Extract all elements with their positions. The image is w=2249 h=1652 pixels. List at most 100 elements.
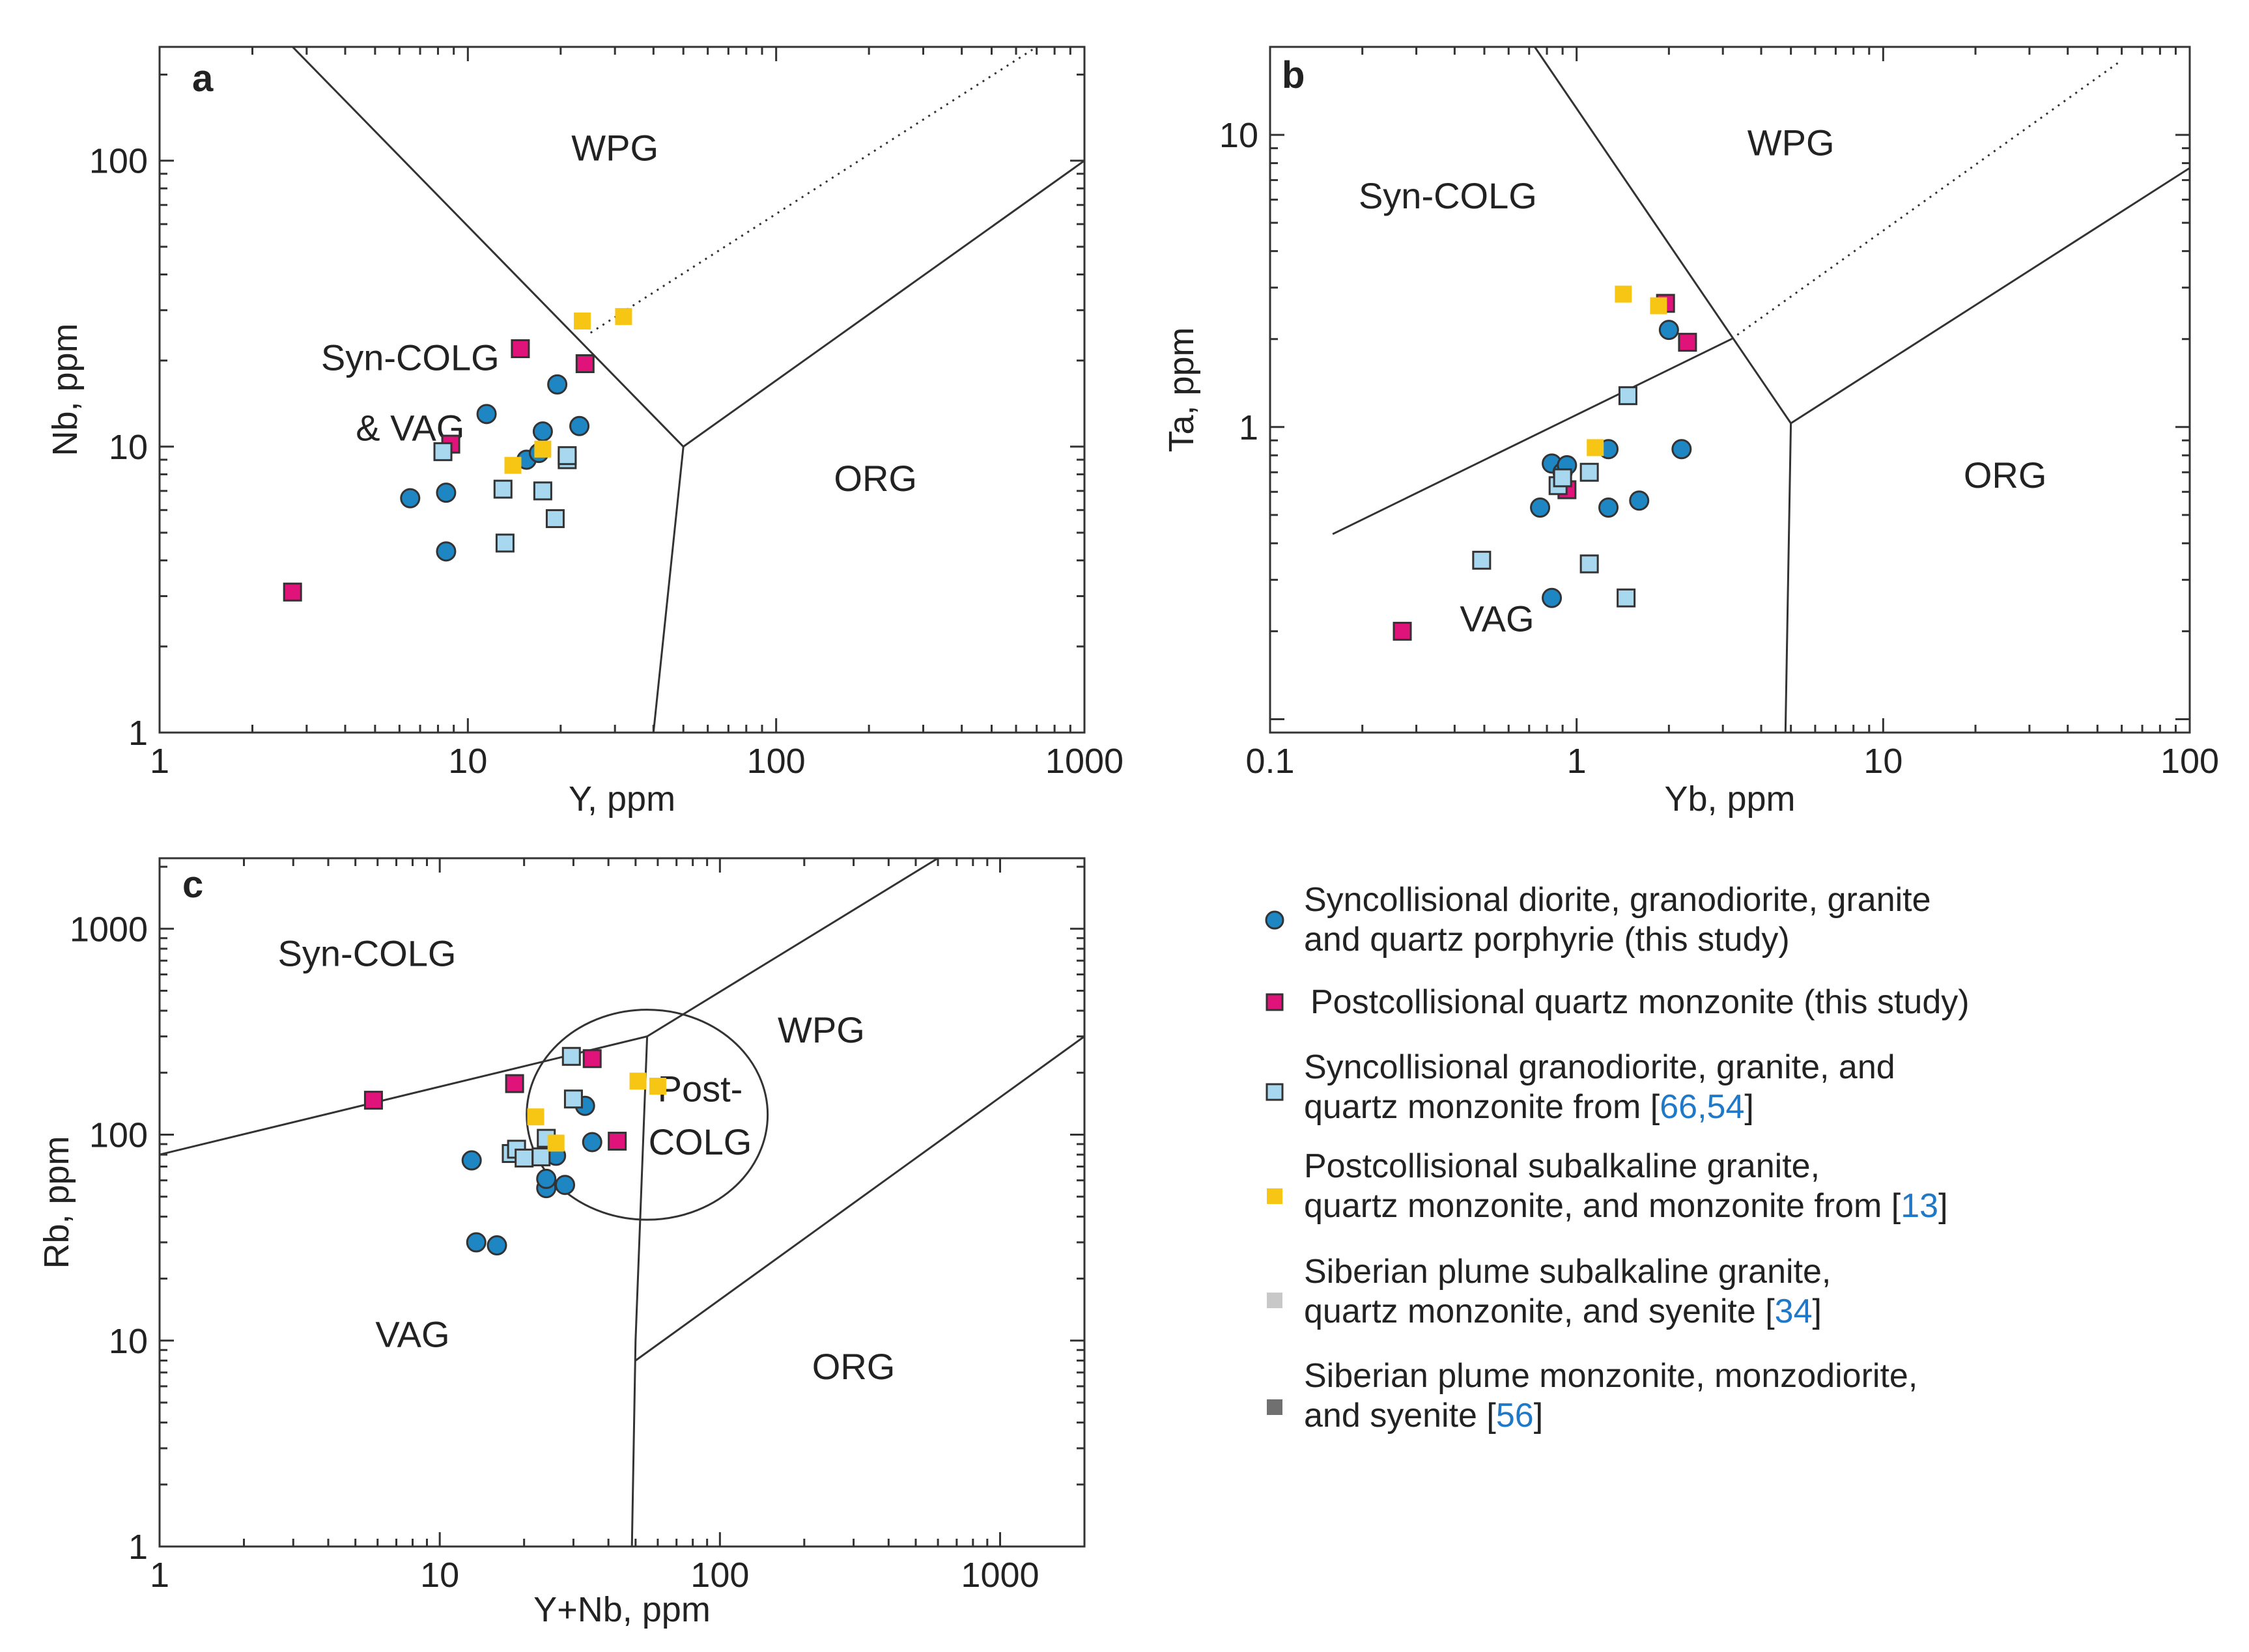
data-point-this_syn <box>1542 587 1563 608</box>
data-point-syn_lit <box>1472 550 1492 570</box>
legend-marker-square-icon <box>1267 1399 1282 1415</box>
legend-text: quartz monzonite, and syenite [ <box>1304 1293 1775 1330</box>
legend-bracket: ] <box>1744 1088 1753 1126</box>
data-point-syn_lit <box>515 1148 534 1168</box>
region-label: WPG <box>778 1009 865 1050</box>
x-tick-label: 1 <box>150 742 169 781</box>
reference-link[interactable]: 66,54 <box>1660 1088 1744 1126</box>
boundary-line <box>1332 338 1733 535</box>
region-label: Syn-COLG <box>1359 175 1537 216</box>
panel-b-chart: 0.1 1 10 100 1 10 Yb, ppm Ta, ppm WPG Syn-COLG VAG… <box>1162 46 2219 819</box>
data-point-this_post <box>505 1074 524 1093</box>
y-tick-label: 1 <box>128 714 148 753</box>
legend-label-line1: Siberian plume monzonite, monzodiorite, <box>1304 1357 1917 1395</box>
region-label: COLG <box>649 1121 752 1162</box>
panel-letter: b <box>1282 54 1305 96</box>
reference-link[interactable]: 13 <box>1901 1187 1938 1225</box>
data-point-this_syn <box>436 541 457 562</box>
data-point-syn_lit <box>545 509 565 528</box>
data-point-this_syn <box>536 1168 557 1189</box>
boundary-group <box>160 858 1084 1547</box>
data-point-this_post <box>1678 333 1697 352</box>
region-label: ORG <box>812 1346 896 1387</box>
data-point-this_post <box>283 582 302 602</box>
y-tick-label: 10 <box>109 428 148 467</box>
legend-text: and syenite [ <box>1304 1397 1496 1435</box>
legend-label-line1: Siberian plume subalkaline granite, <box>1304 1253 1831 1291</box>
x-tick-label: 10 <box>420 1556 459 1595</box>
legend-marker-square-icon <box>1266 1083 1284 1101</box>
data-point-syn_lit <box>531 1147 551 1167</box>
data-point-this_post <box>511 339 530 359</box>
data-point-syn_lit <box>1553 468 1572 488</box>
reference-link[interactable]: 34 <box>1775 1293 1813 1330</box>
legend-label-line1: Syncollisional diorite, granodiorite, gr… <box>1304 881 1931 919</box>
plot-frame <box>1269 46 2191 734</box>
data-point-this_syn <box>547 374 568 395</box>
data-point-this_syn <box>1629 490 1650 511</box>
data-point-this_post <box>582 1049 602 1069</box>
x-tick-label: 0.1 <box>1245 742 1294 781</box>
data-point-post_lit <box>1650 297 1667 315</box>
y-tick-label: 1000 <box>70 910 148 949</box>
y-axis-label: Ta, ppm <box>1162 327 1201 452</box>
x-tick-label: 100 <box>690 1556 749 1595</box>
legend-item-plume1: Siberian plume subalkaline granite, quar… <box>1267 1253 1831 1330</box>
y-tick-label: 10 <box>1219 116 1258 155</box>
reference-link[interactable]: 56 <box>1496 1397 1534 1435</box>
data-point-this_post <box>363 1091 383 1110</box>
axis-ticks <box>158 858 1086 1548</box>
data-point-post_lit <box>547 1134 565 1152</box>
data-point-syn_lit <box>563 1089 583 1109</box>
region-label: WPG <box>1747 122 1835 163</box>
dotted-boundary-line <box>1731 59 2123 340</box>
data-point-post_lit <box>1615 285 1632 303</box>
region-label: Syn-COLG <box>321 337 500 378</box>
boundary-line <box>1790 167 2190 425</box>
x-tick-label: 10 <box>448 742 487 781</box>
x-tick-label: 100 <box>2160 742 2219 781</box>
y-tick-label: 100 <box>89 1116 148 1155</box>
y-tick-label: 100 <box>89 142 148 181</box>
legend-label-line2: quartz monzonite from [66,54] <box>1304 1088 1754 1126</box>
x-axis-label: Y, ppm <box>569 779 675 819</box>
legend-marker-square-icon <box>1267 1293 1282 1308</box>
data-point-this_syn <box>532 421 553 442</box>
region-label: Syn-COLG <box>278 932 457 973</box>
x-axis-label: Yb, ppm <box>1664 779 1795 819</box>
region-label: ORG <box>1964 455 2047 496</box>
data-point-this_syn <box>555 1175 576 1196</box>
y-tick-label: 10 <box>109 1322 148 1361</box>
data-point-this_syn <box>466 1232 487 1253</box>
region-label: VAG <box>375 1314 449 1355</box>
boundary-line <box>634 1035 1084 1362</box>
legend-item-this-syn: Syncollisional diorite, granodiorite, gr… <box>1265 881 1931 959</box>
boundary-line <box>630 1036 649 1547</box>
legend-label-line2: and syenite [56] <box>1304 1397 1543 1435</box>
region-label: Post- <box>658 1068 743 1109</box>
legend-item-plume2: Siberian plume monzonite, monzodiorite, … <box>1267 1357 1917 1435</box>
data-point-syn_lit <box>533 481 552 501</box>
data-point-this_syn <box>400 488 421 509</box>
data-point-this_syn <box>582 1132 602 1153</box>
data-point-syn_lit <box>495 533 515 553</box>
data-point-this_syn <box>569 415 590 436</box>
region-label: ORG <box>834 458 917 499</box>
data-point-post_lit <box>527 1108 545 1126</box>
y-axis-label: Nb, ppm <box>46 323 85 456</box>
legend-marker-circle-icon <box>1265 910 1284 930</box>
panel-letter: c <box>182 863 203 906</box>
legend-item-post-lit: Postcollisional subalkaline granite, qua… <box>1267 1147 1948 1225</box>
data-point-this_syn <box>476 404 497 425</box>
data-point-this_syn <box>1598 497 1619 518</box>
x-tick-label: 10 <box>1863 742 1902 781</box>
region-label: VAG <box>1460 598 1534 639</box>
y-tick-label: 1 <box>1239 408 1258 447</box>
data-point-syn_lit <box>558 446 577 466</box>
legend-label-line1: Postcollisional quartz monzonite (this s… <box>1310 983 1970 1021</box>
data-point-this_syn <box>436 483 457 503</box>
x-tick-label: 1000 <box>1045 742 1124 781</box>
y-tick-label: 1 <box>128 1528 148 1567</box>
data-point-syn_lit <box>433 442 453 462</box>
